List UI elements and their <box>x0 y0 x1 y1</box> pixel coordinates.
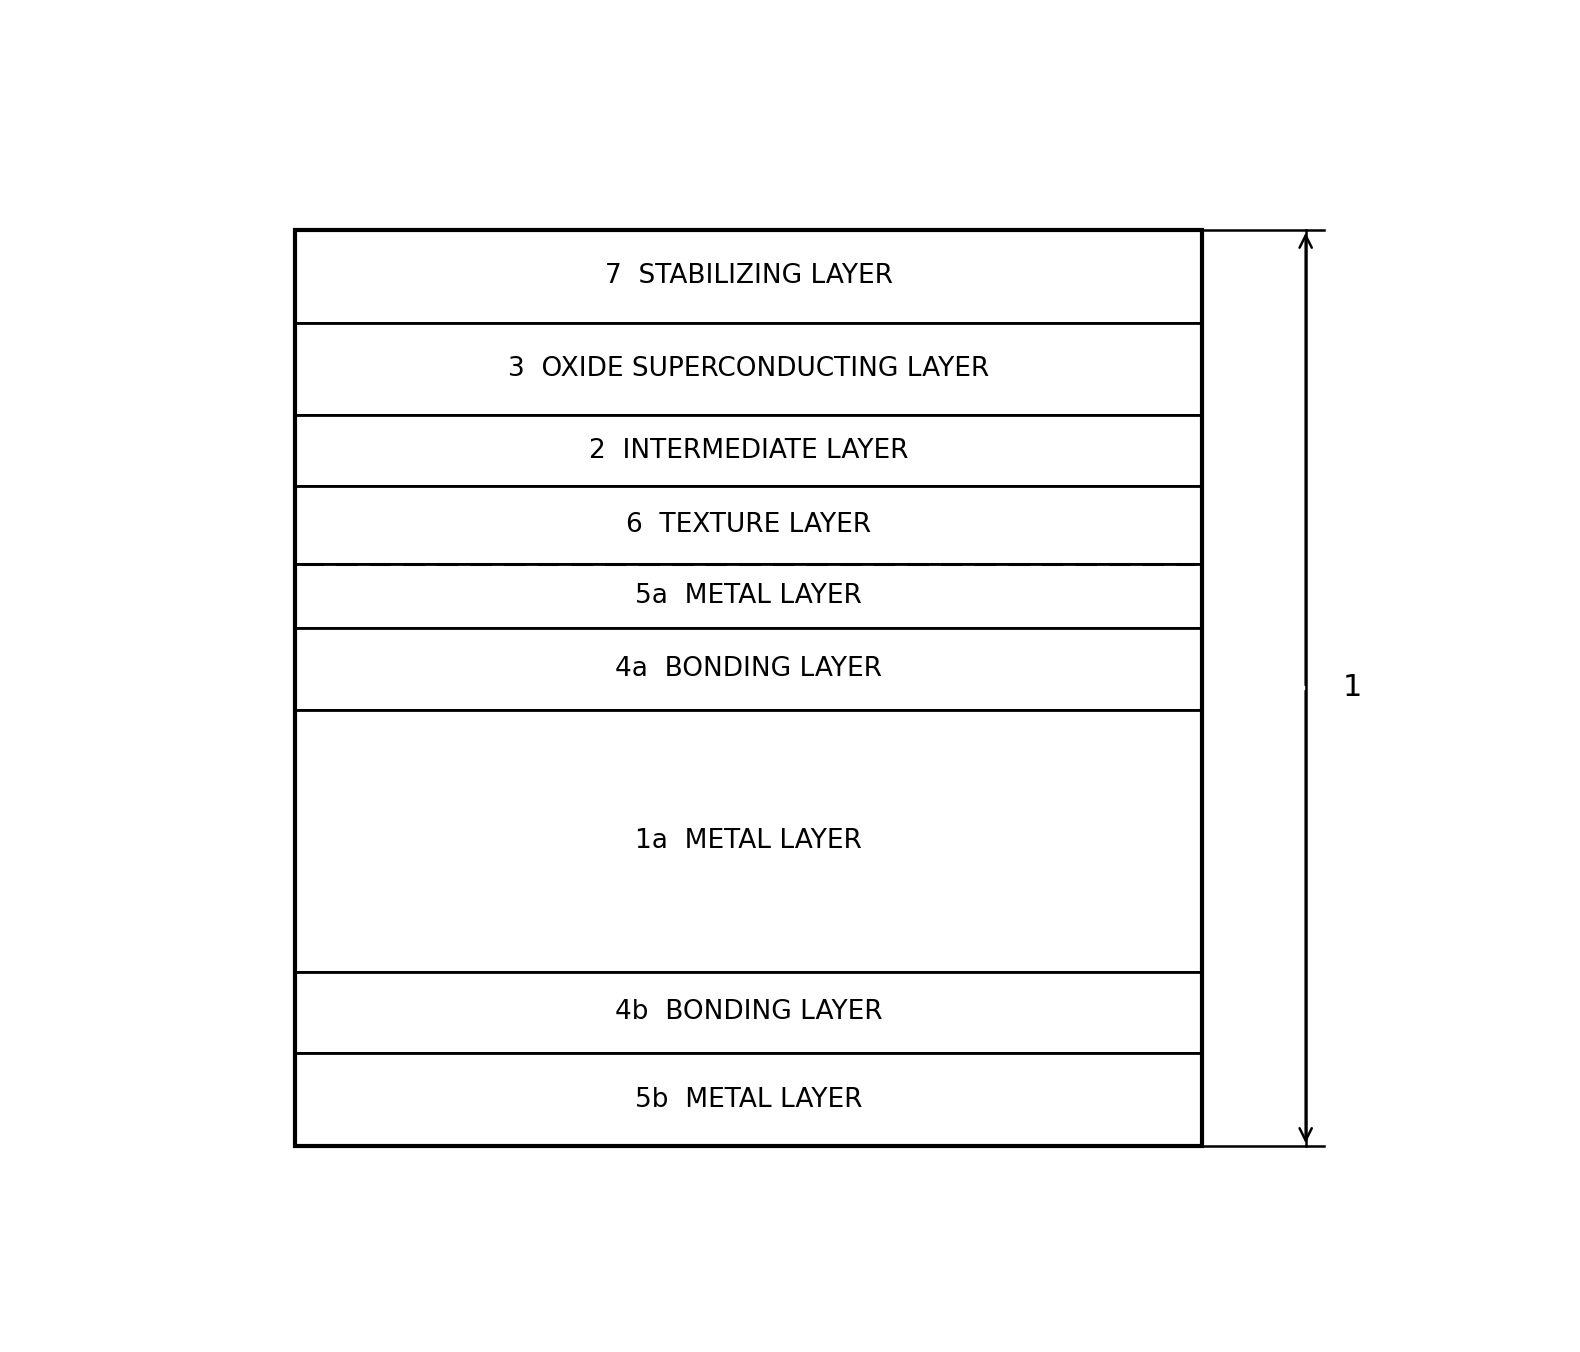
Text: 5a  METAL LAYER: 5a METAL LAYER <box>635 583 863 610</box>
Text: 1a  METAL LAYER: 1a METAL LAYER <box>635 827 863 853</box>
Bar <box>295 564 1202 627</box>
Bar <box>295 415 1202 487</box>
Text: 6  TEXTURE LAYER: 6 TEXTURE LAYER <box>626 512 871 538</box>
Bar <box>295 627 1202 710</box>
Text: 1: 1 <box>1343 673 1362 703</box>
Bar <box>295 323 1202 415</box>
Text: 7  STABILIZING LAYER: 7 STABILIZING LAYER <box>605 264 893 289</box>
Bar <box>295 487 1202 564</box>
Text: 2  INTERMEDIATE LAYER: 2 INTERMEDIATE LAYER <box>589 438 908 464</box>
Text: 4a  BONDING LAYER: 4a BONDING LAYER <box>615 656 882 681</box>
Text: 5b  METAL LAYER: 5b METAL LAYER <box>635 1087 863 1113</box>
Bar <box>295 972 1202 1053</box>
Text: 4b  BONDING LAYER: 4b BONDING LAYER <box>615 999 882 1025</box>
Bar <box>295 710 1202 972</box>
Bar <box>295 1053 1202 1146</box>
Bar <box>295 230 1202 323</box>
Bar <box>295 230 1202 1146</box>
Text: 3  OXIDE SUPERCONDUCTING LAYER: 3 OXIDE SUPERCONDUCTING LAYER <box>507 356 989 383</box>
